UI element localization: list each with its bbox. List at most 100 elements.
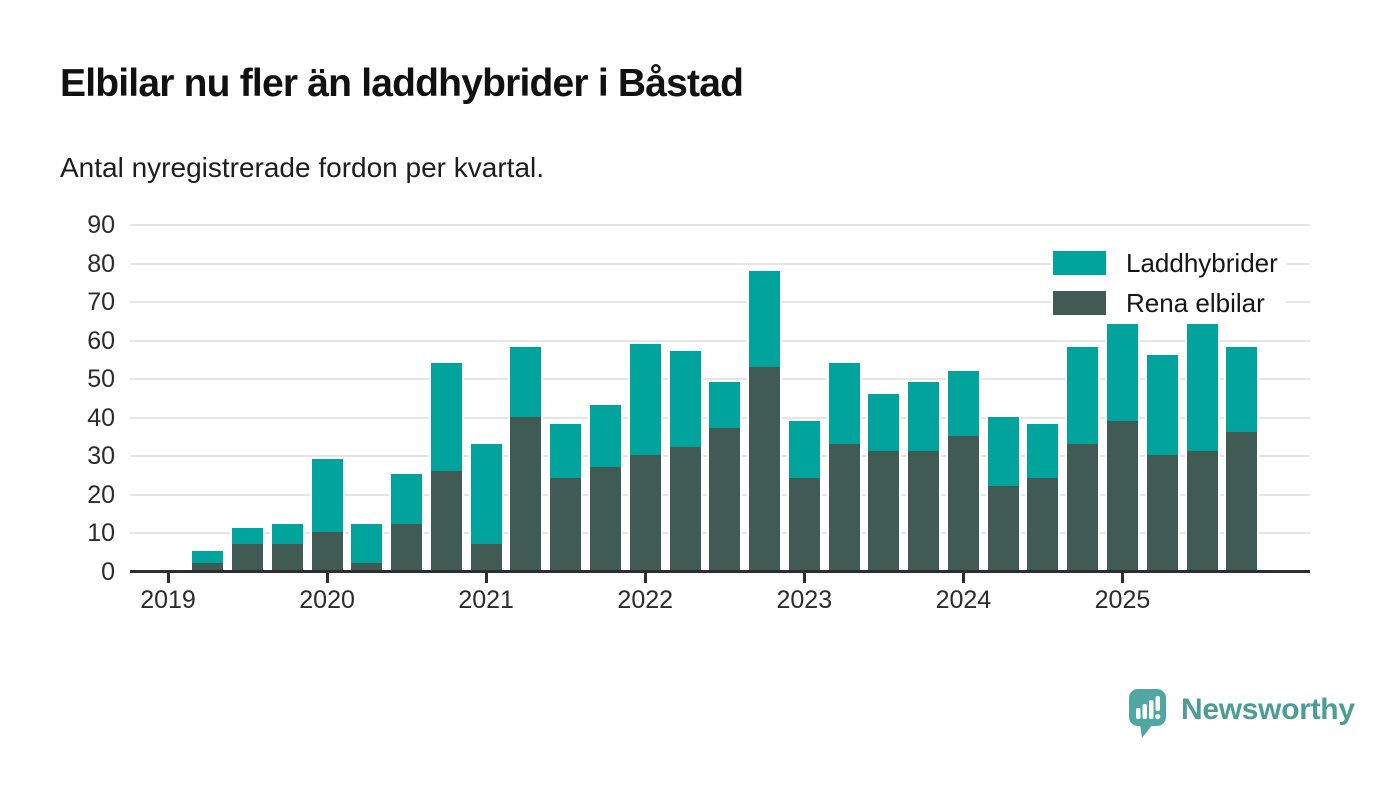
bar-segment-laddhybrider xyxy=(749,270,781,367)
bar-segment-laddhybrider xyxy=(828,362,860,444)
bar-2022-q3 xyxy=(709,382,741,571)
x-axis-line xyxy=(130,570,1310,573)
legend-swatch xyxy=(1053,291,1106,315)
bar-segment-laddhybrider xyxy=(709,382,741,429)
x-axis-tick-2022 xyxy=(643,573,647,583)
bar-segment-rena-elbilar xyxy=(987,485,1019,571)
bar-segment-rena-elbilar xyxy=(1226,432,1258,571)
x-axis-tick-label: 2020 xyxy=(299,586,355,614)
bar-segment-rena-elbilar xyxy=(589,466,621,571)
bar-2020-q1 xyxy=(311,458,343,571)
y-axis-tick-label: 70 xyxy=(87,288,115,317)
bar-2025-q2 xyxy=(1146,355,1178,571)
bar-segment-rena-elbilar xyxy=(629,455,661,571)
gridline-y50 xyxy=(130,378,1310,381)
bar-2020-q2 xyxy=(351,524,383,571)
chart-title: Elbilar nu fler än laddhybrider i Båstad xyxy=(60,62,744,105)
y-axis-tick-label: 10 xyxy=(87,519,115,548)
legend-swatch xyxy=(1053,251,1106,275)
y-axis-tick-label: 30 xyxy=(87,442,115,471)
gridline-y90 xyxy=(130,224,1310,227)
x-axis-tick-2025 xyxy=(1120,573,1124,583)
bar-2024-q1 xyxy=(947,370,979,571)
bar-segment-laddhybrider xyxy=(232,528,264,544)
y-axis-tick-label: 60 xyxy=(87,326,115,355)
x-axis-tick-label: 2022 xyxy=(617,586,674,614)
bar-segment-laddhybrider xyxy=(391,474,423,525)
x-axis-tick-label: 2025 xyxy=(1094,586,1151,614)
legend-label: Laddhybrider xyxy=(1126,248,1278,278)
bar-2020-q4 xyxy=(430,362,462,571)
newsworthy-logo-icon xyxy=(1129,689,1166,738)
bar-2025-q3 xyxy=(1186,324,1218,571)
bar-segment-laddhybrider xyxy=(510,347,542,417)
bar-segment-rena-elbilar xyxy=(470,543,502,571)
bar-segment-rena-elbilar xyxy=(788,478,820,571)
brand-footer: Newsworthy xyxy=(1128,688,1355,740)
bar-segment-rena-elbilar xyxy=(391,524,423,571)
bar-2019-q4 xyxy=(271,524,303,571)
bar-2021-q3 xyxy=(550,424,582,571)
bar-segment-rena-elbilar xyxy=(1027,478,1059,571)
bar-segment-laddhybrider xyxy=(1067,347,1099,444)
bar-2024-q4 xyxy=(1067,347,1099,571)
x-axis-tick-label: 2021 xyxy=(458,586,514,614)
bar-2021-q4 xyxy=(589,405,621,571)
bar-2019-q2 xyxy=(192,551,224,571)
legend-item: Laddhybrider xyxy=(1053,250,1278,276)
bar-segment-laddhybrider xyxy=(550,424,582,479)
bar-segment-laddhybrider xyxy=(589,405,621,467)
bar-segment-laddhybrider xyxy=(1106,324,1138,421)
bar-2020-q3 xyxy=(391,474,423,571)
bar-2025-q4 xyxy=(1226,347,1258,571)
legend-item: Rena elbilar xyxy=(1053,290,1278,316)
bar-segment-rena-elbilar xyxy=(1146,455,1178,571)
bar-segment-laddhybrider xyxy=(1146,355,1178,456)
bar-segment-rena-elbilar xyxy=(510,416,542,571)
x-axis-tick-2020 xyxy=(325,573,329,583)
bar-segment-rena-elbilar xyxy=(1106,420,1138,571)
y-axis-tick-label: 0 xyxy=(101,557,115,586)
bar-segment-rena-elbilar xyxy=(351,562,383,571)
bar-2024-q2 xyxy=(987,416,1019,571)
bar-segment-rena-elbilar xyxy=(1067,443,1099,571)
x-axis-tick-label: 2024 xyxy=(935,586,992,614)
bar-segment-rena-elbilar xyxy=(908,451,940,571)
bar-segment-laddhybrider xyxy=(669,351,701,448)
bar-segment-rena-elbilar xyxy=(868,451,900,571)
bar-segment-rena-elbilar xyxy=(947,435,979,571)
brand-name: Newsworthy xyxy=(1181,693,1355,726)
bar-segment-rena-elbilar xyxy=(749,366,781,571)
bar-2024-q3 xyxy=(1027,424,1059,571)
bar-segment-rena-elbilar xyxy=(271,543,303,571)
bar-2023-q1 xyxy=(788,420,820,571)
x-axis-tick-2024 xyxy=(961,573,965,583)
bar-2021-q2 xyxy=(510,347,542,571)
bar-segment-laddhybrider xyxy=(470,443,502,544)
bar-2019-q3 xyxy=(232,528,264,571)
bar-segment-rena-elbilar xyxy=(232,543,264,571)
legend-label: Rena elbilar xyxy=(1126,288,1265,318)
bar-segment-laddhybrider xyxy=(868,393,900,452)
bar-segment-laddhybrider xyxy=(1186,324,1218,452)
bar-2022-q2 xyxy=(669,351,701,571)
y-axis-tick-label: 20 xyxy=(87,480,115,509)
x-axis-tick-2019 xyxy=(166,573,170,583)
x-axis-tick-label: 2023 xyxy=(776,586,833,614)
gridline-y70 xyxy=(130,301,1310,304)
bar-segment-laddhybrider xyxy=(351,524,383,563)
bar-segment-laddhybrider xyxy=(192,551,224,563)
x-axis-tick-2023 xyxy=(802,573,806,583)
bar-segment-rena-elbilar xyxy=(430,470,462,571)
bar-segment-rena-elbilar xyxy=(1186,451,1218,571)
y-axis-tick-label: 80 xyxy=(87,249,115,278)
bar-segment-laddhybrider xyxy=(788,420,820,479)
bar-2023-q2 xyxy=(828,362,860,571)
bar-segment-rena-elbilar xyxy=(828,443,860,571)
y-axis-tick-label: 50 xyxy=(87,365,115,394)
bar-segment-rena-elbilar xyxy=(709,428,741,571)
bar-segment-rena-elbilar xyxy=(550,478,582,571)
x-axis-tick-label: 2019 xyxy=(140,586,196,614)
chart-legend: Laddhybrider Rena elbilar xyxy=(1051,248,1286,318)
